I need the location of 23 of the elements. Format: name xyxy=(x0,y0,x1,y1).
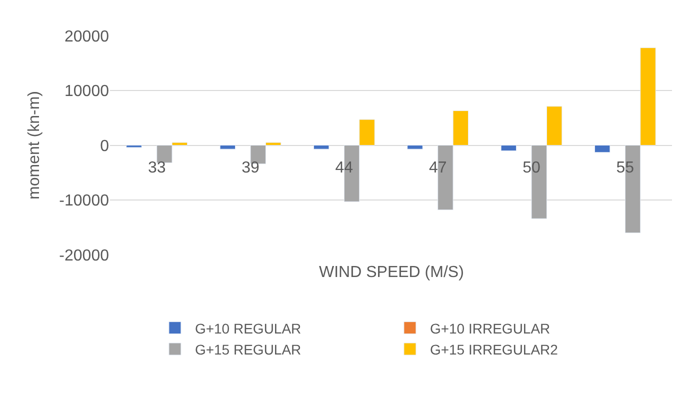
bar xyxy=(500,145,517,151)
x-tick-label: 33 xyxy=(148,159,166,176)
y-tick-label: -20000 xyxy=(59,247,110,264)
bar xyxy=(126,145,142,148)
bar xyxy=(407,145,423,150)
bar xyxy=(220,145,236,150)
x-tick-label: 47 xyxy=(428,159,447,176)
bar xyxy=(594,145,610,153)
y-tick-label: 10000 xyxy=(64,83,110,100)
legend-label: G+15 IRREGULAR2 xyxy=(430,341,558,358)
y-axis-title: moment (kn-m) xyxy=(26,91,44,200)
bar xyxy=(313,145,330,150)
x-tick-label: 39 xyxy=(242,159,260,176)
x-tick-label: 44 xyxy=(335,159,354,176)
y-tick-label: 20000 xyxy=(64,28,110,46)
legend-label: G+10 IRREGULAR xyxy=(430,320,550,336)
x-tick-label: 55 xyxy=(616,159,634,176)
x-axis-title: WIND SPEED (M/S) xyxy=(319,264,464,281)
x-tick-label: 50 xyxy=(522,159,540,176)
legend-label: G+15 REGULAR xyxy=(194,341,302,358)
y-tick-label: 0 xyxy=(100,138,110,155)
legend-label: G+10 REGULAR xyxy=(194,320,302,336)
y-tick-label: -10000 xyxy=(59,192,110,210)
